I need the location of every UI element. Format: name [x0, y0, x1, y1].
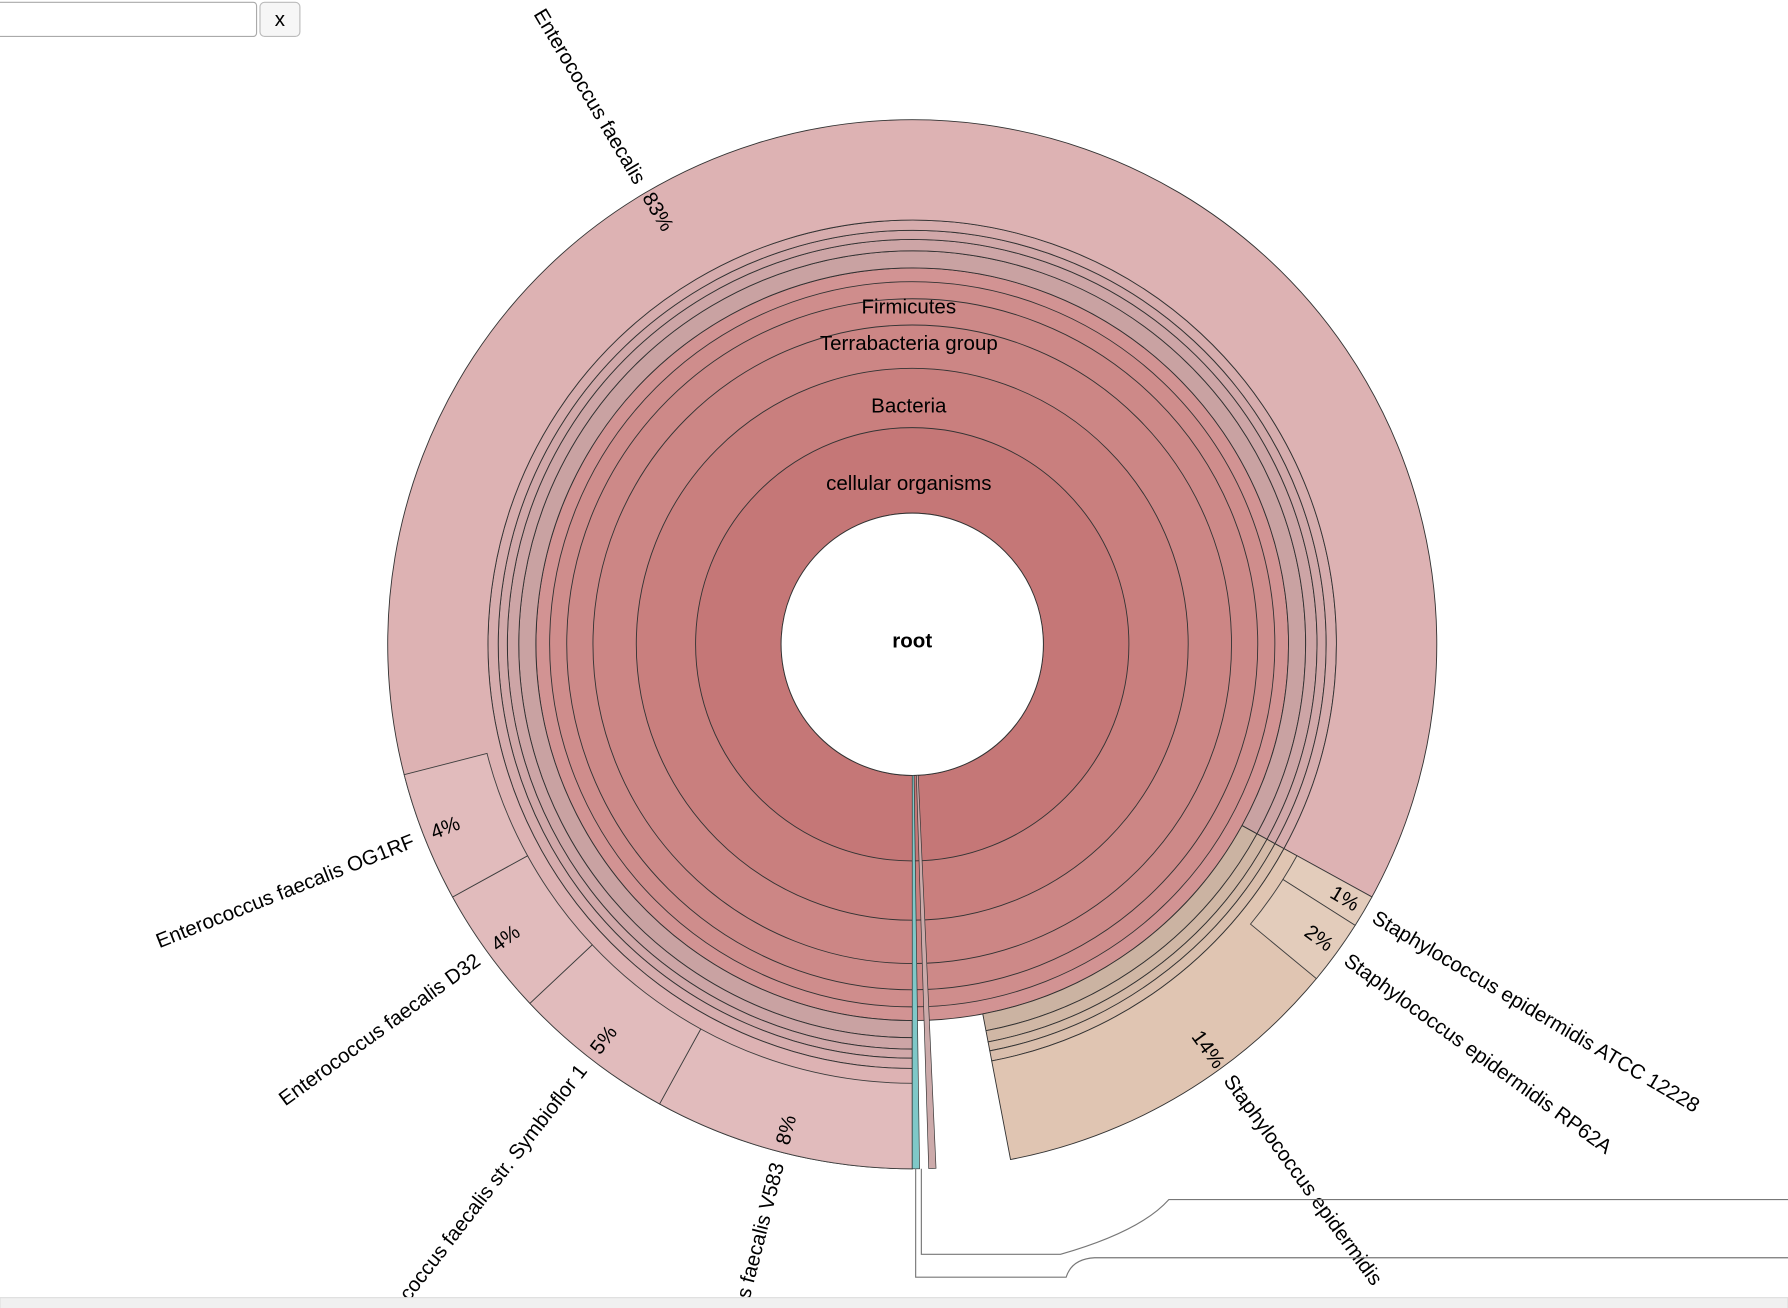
child-shade	[529, 944, 701, 1104]
node-label: Enterococcus faecalis	[529, 5, 650, 188]
child-shade	[1282, 855, 1372, 926]
center-label: root	[892, 629, 932, 652]
rings	[535, 267, 1289, 1022]
node-label: Enterococcus faecalis D32	[275, 949, 485, 1110]
child-arc	[403, 752, 529, 898]
callout-line	[920, 1168, 1788, 1255]
ring-label: Firmicutes	[862, 295, 957, 318]
ring-label: cellular organisms	[826, 472, 991, 495]
search-input[interactable]	[0, 1, 258, 38]
node-label: Enterococcus faecalis V583	[704, 1160, 789, 1308]
child-shade	[1250, 879, 1356, 979]
ring-label: Terrabacteria group	[820, 332, 998, 355]
child-shade	[404, 753, 528, 897]
node-label: Enterococcus faecalis OG1RF	[153, 830, 418, 953]
close-button-label[interactable]: x	[275, 8, 286, 31]
arcs	[387, 119, 1438, 1170]
child-shade	[659, 1028, 913, 1169]
node-label: Enterococcus faecalis str. Symbioflor 1	[358, 1060, 592, 1308]
minor-sliver	[911, 775, 920, 1170]
ring-label: Bacteria	[871, 395, 947, 418]
node-label: Staphylococcus epidermidis	[1219, 1070, 1387, 1289]
scrollbar	[0, 1297, 1788, 1308]
close-button[interactable]	[259, 1, 301, 38]
callout-line	[915, 1168, 1788, 1278]
child-shade	[452, 855, 593, 1004]
child-arc	[1249, 878, 1356, 980]
minor-sliver	[916, 774, 937, 1169]
node-arc	[387, 119, 1438, 1170]
lineage-shade	[982, 825, 1257, 1031]
